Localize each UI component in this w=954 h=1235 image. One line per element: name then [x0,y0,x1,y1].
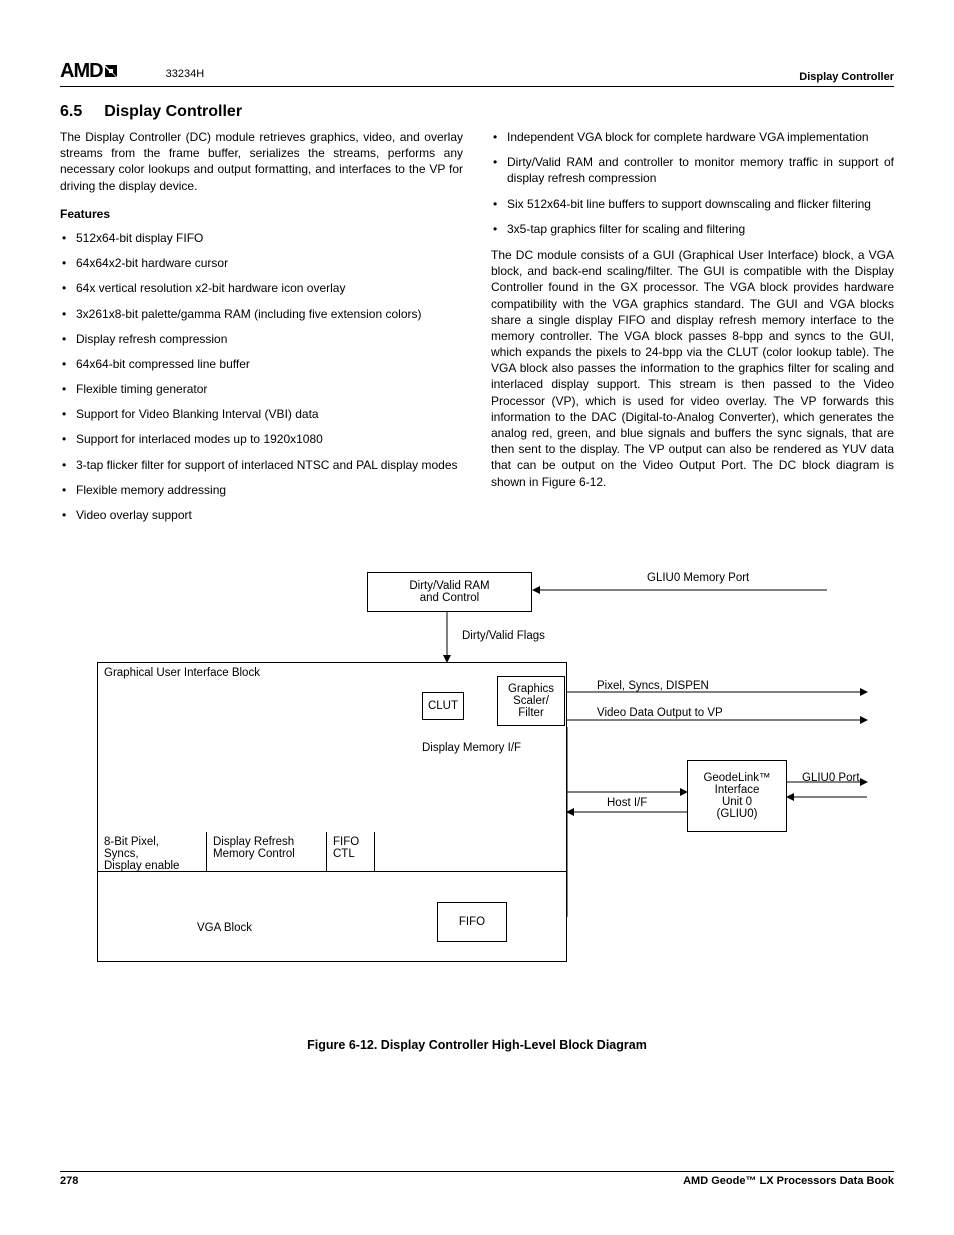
list-item: Support for interlaced modes up to 1920x… [62,431,463,447]
page-footer: 278 AMD Geode™ LX Processors Data Book [60,1171,894,1187]
list-item: 3-tap flicker filter for support of inte… [62,457,463,473]
page-number: 278 [60,1175,78,1187]
box-drmc: Display Refresh Memory Control [207,832,327,872]
box-clut: CLUT [422,692,464,720]
features-heading: Features [60,206,463,222]
body-paragraph: The DC module consists of a GUI (Graphic… [491,247,894,490]
two-column-body: The Display Controller (DC) module retri… [60,129,894,532]
list-item: Flexible timing generator [62,381,463,397]
list-item: Flexible memory addressing [62,482,463,498]
box-dirty-ram: Dirty/Valid RAM and Control [367,572,532,612]
book-title: AMD Geode™ LX Processors Data Book [683,1175,894,1187]
list-item: 512x64-bit display FIFO [62,230,463,246]
amd-logo: AMD [60,60,123,82]
list-item: 64x64x2-bit hardware cursor [62,255,463,271]
label-dv-flags: Dirty/Valid Flags [462,630,545,642]
right-column: Independent VGA block for complete hardw… [491,129,894,532]
list-item: 3x261x8-bit palette/gamma RAM (including… [62,306,463,322]
left-column: The Display Controller (DC) module retri… [60,129,463,532]
label-pixel-syncs: Pixel, Syncs, DISPEN [597,680,709,692]
list-item: Independent VGA block for complete hardw… [493,129,894,145]
logo-arrow-icon [103,62,123,85]
list-item: Dirty/Valid RAM and controller to monito… [493,154,894,186]
features-list-left: 512x64-bit display FIFO 64x64x2-bit hard… [62,230,463,523]
intro-paragraph: The Display Controller (DC) module retri… [60,129,463,194]
label-dmi: Display Memory I/F [422,742,521,754]
list-item: 64x vertical resolution x2-bit hardware … [62,280,463,296]
list-item: 3x5-tap graphics filter for scaling and … [493,221,894,237]
figure-caption: Figure 6-12. Display Controller High-Lev… [60,1038,894,1052]
label-vga: VGA Block [197,922,252,934]
logo-text: AMD [60,60,103,82]
box-fifo: FIFO [437,902,507,942]
section-heading: 6.5 Display Controller [60,103,894,121]
section-number: 6.5 [60,103,82,120]
box-fifo-ctl: FIFO CTL [327,832,375,872]
page-header: AMD 33234H Display Controller [60,60,894,87]
features-list-right: Independent VGA block for complete hardw… [493,129,894,237]
list-item: Support for Video Blanking Interval (VBI… [62,406,463,422]
label-host-if: Host I/F [607,797,647,809]
list-item: Six 512x64-bit line buffers to support d… [493,196,894,212]
box-gliu0: GeodeLink™ Interface Unit 0 (GLIU0) [687,760,787,832]
block-diagram: Dirty/Valid RAM and Control GLIU0 Memory… [60,572,894,1052]
box-graphics-scaler: Graphics Scaler/ Filter [497,676,565,726]
list-item: 64x64-bit compressed line buffer [62,356,463,372]
section-title-text: Display Controller [104,103,242,120]
doc-id: 33234H [166,68,205,80]
header-section: Display Controller [799,71,894,83]
box-8bit-pixel: 8-Bit Pixel, Syncs, Display enable [97,832,207,872]
label-video-out: Video Data Output to VP [597,707,723,719]
label-gliu-port: GLIU0 Port [802,772,860,784]
list-item: Display refresh compression [62,331,463,347]
list-item: Video overlay support [62,507,463,523]
label-gliu-mem: GLIU0 Memory Port [647,572,749,584]
